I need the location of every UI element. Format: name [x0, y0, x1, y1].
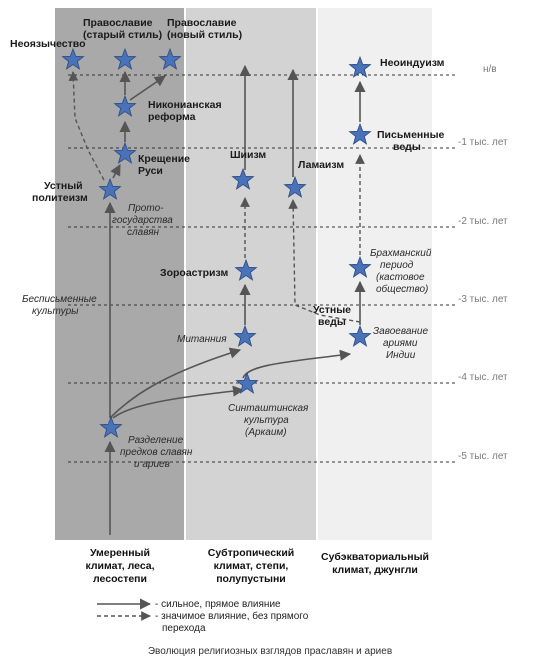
note-preliterate-2: культуры — [32, 306, 79, 317]
zone-label-subtropical-1: Субтропический — [208, 547, 294, 559]
zone-label-temperate-3: лесостепи — [93, 573, 147, 585]
star-icon-oral-vedas — [348, 324, 372, 347]
star-icon-lamaism — [283, 175, 307, 198]
star-layer — [61, 47, 372, 438]
legend-solid-text: - сильное, прямое влияние — [155, 599, 281, 610]
dashed-arrows — [68, 71, 365, 323]
label-lamaism: Ламаизм — [298, 159, 344, 171]
star-icon-oral-polytheism — [98, 177, 122, 200]
label-orthodox-new-1: Православие — [167, 17, 237, 29]
zone-label-temperate-2: климат, леса, — [85, 560, 154, 572]
label-brahman-2: период — [380, 260, 414, 271]
star-icon-orthodox-new — [158, 47, 182, 70]
star-icon-split — [99, 415, 123, 438]
label-orthodox-old-1: Православие — [83, 17, 153, 29]
star-icon-brahman — [348, 255, 372, 278]
label-conquest-3: Индии — [386, 350, 416, 361]
label-split-2: предков славян — [120, 447, 193, 458]
zone-label-temperate-1: Умеренный — [90, 547, 150, 559]
star-icon-neohinduism — [348, 55, 372, 78]
label-nikon-2: реформа — [148, 111, 196, 123]
label-split-3: и ариев — [134, 459, 170, 470]
label-sintashta-1: Синташтинская — [228, 403, 309, 414]
legend-dashed-text-1: - значимое влияние, без прямого — [155, 610, 309, 622]
zone-label-subequatorial-2: климат, джунгли — [332, 564, 418, 576]
era-label-5k: -5 тыс. лет — [458, 451, 508, 462]
label-neohinduism: Неоиндуизм — [380, 57, 445, 69]
label-conquest-1: Завоевание — [373, 326, 428, 337]
label-split-1: Разделение — [128, 435, 184, 446]
label-sintashta-2: культура — [244, 415, 289, 426]
zone-temperate — [55, 8, 185, 540]
era-label-4k: -4 тыс. лет — [458, 372, 508, 383]
label-written-vedas-1: Письменные — [377, 129, 445, 141]
era-label-1k: -1 тыс. лет — [458, 137, 508, 148]
star-icon-baptism — [113, 141, 137, 164]
era-label-3k: -3 тыс. лет — [458, 294, 508, 305]
note-preliterate-1: Бесписьменные — [22, 294, 97, 305]
star-icon-shiism — [231, 167, 255, 190]
label-oral-vedas-1: Устные — [313, 304, 351, 316]
label-oral-polytheism-1: Устный — [44, 180, 83, 192]
star-icon-nikon — [113, 94, 137, 117]
star-icon-written-vedas — [348, 122, 372, 145]
label-orthodox-new-2: (новый стиль) — [167, 29, 242, 41]
label-brahman-3: (кастовое — [376, 272, 425, 283]
label-conquest-2: ариями — [383, 338, 418, 349]
star-icon-orthodox-old — [113, 47, 137, 70]
label-baptism-1: Крещение — [138, 153, 190, 165]
label-neopaganism: Неоязычество — [10, 38, 86, 50]
note-proto-state-1: Прото- — [128, 203, 164, 214]
zone-label-subequatorial-1: Субэкваториальный — [321, 551, 429, 563]
label-brahman-4: общество) — [376, 283, 428, 295]
label-nikon-1: Никонианская — [148, 99, 222, 111]
caption: Эволюция религиозных взглядов праславян … — [148, 646, 392, 657]
era-label-2k: -2 тыс. лет — [458, 216, 508, 227]
star-icon-sintashta — [235, 371, 259, 394]
legend: - сильное, прямое влияние - значимое вли… — [97, 598, 309, 634]
label-zoroastrism: Зороастризм — [160, 267, 228, 279]
note-proto-state-2: государства — [112, 215, 173, 226]
label-orthodox-old-2: (старый стиль) — [83, 29, 162, 41]
zone-label-subtropical-3: полупустыни — [216, 573, 286, 585]
zone-label-subtropical-2: климат, степи, — [214, 560, 289, 572]
legend-dashed-text-2: перехода — [162, 623, 206, 634]
solid-arrows — [104, 64, 366, 535]
era-label-now: н/в — [483, 64, 497, 75]
star-icon-zoroastrism — [234, 258, 258, 281]
label-oral-vedas-2: веды — [318, 316, 346, 328]
note-proto-state-3: славян — [127, 227, 160, 238]
label-shiism: Шиизм — [230, 149, 266, 161]
label-oral-polytheism-2: политеизм — [32, 192, 88, 204]
zone-subequatorial — [318, 8, 432, 540]
star-icon-neopaganism — [61, 47, 85, 70]
star-icon-mitanni — [233, 324, 257, 347]
label-written-vedas-2: веды — [393, 141, 421, 153]
label-mitanni: Митанния — [177, 334, 227, 345]
label-baptism-2: Руси — [138, 165, 163, 177]
era-lines — [68, 74, 455, 463]
label-sintashta-3: (Аркаим) — [245, 427, 287, 438]
label-brahman-1: Брахманский — [370, 248, 432, 259]
